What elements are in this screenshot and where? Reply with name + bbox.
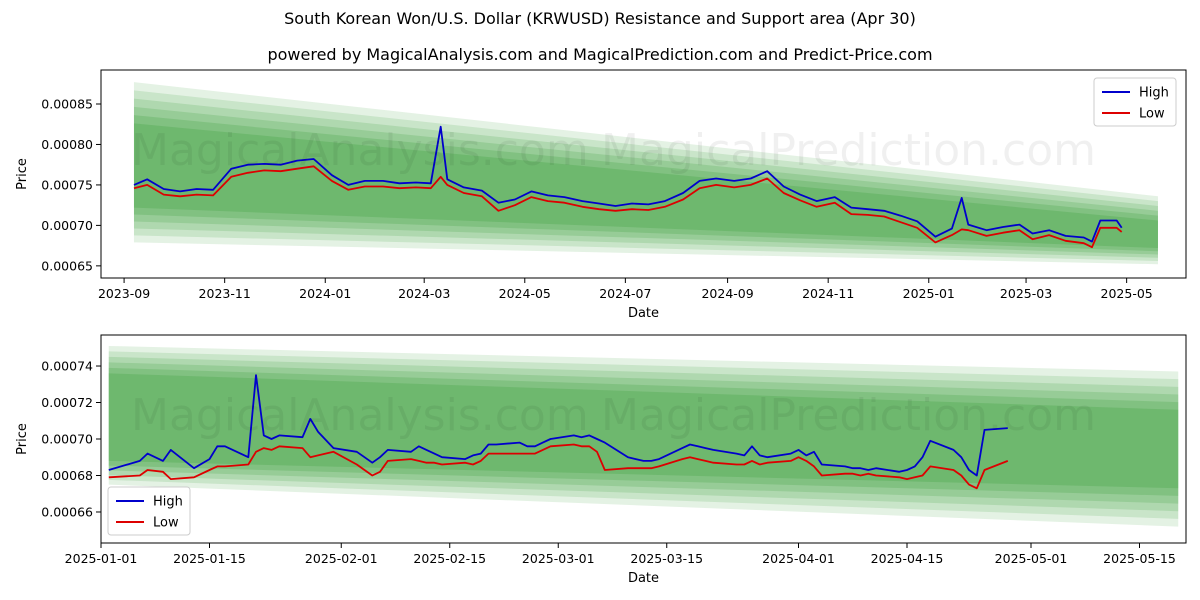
x-tick-label: 2024-05 (499, 286, 551, 301)
x-tick-label: 2025-02-01 (305, 551, 378, 566)
support-resistance-band (133, 82, 1158, 265)
x-tick-label: 2024-07 (599, 286, 651, 301)
x-tick-label: 2025-05-15 (1103, 551, 1176, 566)
y-tick-label: 0.00065 (41, 258, 93, 273)
chart-subtitle: powered by MagicalAnalysis.com and Magic… (267, 45, 933, 64)
x-tick-label: 2025-01-01 (65, 551, 138, 566)
x-tick-label: 2023-11 (199, 286, 251, 301)
series-line-high (108, 374, 1008, 477)
x-tick-label: 2025-05 (1101, 286, 1153, 301)
watermark-text: MagicalPrediction.com (601, 390, 1096, 441)
y-tick-label: 0.00074 (41, 359, 93, 374)
y-tick-label: 0.00080 (41, 137, 93, 152)
y-axis-label: Price (15, 423, 30, 455)
legend: High Low (107, 486, 191, 536)
legend-label-low: Low (1139, 107, 1165, 122)
x-axis-label: Date (628, 306, 659, 321)
support-resistance-band (133, 115, 1158, 252)
series-line-low (133, 165, 1123, 249)
plot-area (133, 82, 1158, 265)
x-tick-label: 2025-03-01 (522, 551, 595, 566)
chart-2: MagicalAnalysis.com MagicalPrediction.com… (15, 334, 1187, 586)
x-tick-label: 2024-11 (802, 286, 854, 301)
support-resistance-band (108, 356, 1179, 512)
support-resistance-band (108, 345, 1179, 527)
chart-title: South Korean Won/U.S. Dollar (KRWUSD) Re… (284, 9, 916, 28)
y-tick-label: 0.00070 (41, 432, 93, 447)
x-tick-label: 2025-02-15 (413, 551, 486, 566)
watermark-text: MagicalAnalysis.com (131, 125, 589, 176)
watermark-text: MagicalPrediction.com (601, 125, 1096, 176)
series-line-low (108, 443, 1009, 490)
support-resistance-band (133, 98, 1158, 258)
support-resistance-band (133, 90, 1158, 262)
legend: High Low (1093, 77, 1177, 127)
watermark-text: MagicalAnalysis.com (131, 390, 589, 441)
legend-label-high: High (153, 495, 183, 510)
y-tick-label: 0.00075 (41, 177, 93, 192)
chart-1: MagicalAnalysis.com MagicalPrediction.com… (15, 69, 1187, 321)
support-resistance-band (133, 106, 1158, 255)
x-tick-label: 2025-01-15 (173, 551, 246, 566)
x-tick-label: 2025-04-15 (871, 551, 944, 566)
y-tick-label: 0.00085 (41, 96, 93, 111)
y-tick-label: 0.00072 (41, 395, 93, 410)
series-line-high (133, 125, 1123, 243)
x-tick-label: 2024-03 (398, 286, 450, 301)
y-tick-label: 0.00066 (41, 504, 93, 519)
x-tick-label: 2023-09 (98, 286, 150, 301)
legend-label-low: Low (153, 516, 179, 531)
legend-label-high: High (1139, 86, 1169, 101)
x-tick-label: 2024-09 (701, 286, 753, 301)
y-tick-label: 0.00070 (41, 218, 93, 233)
axes-frame (100, 69, 1187, 279)
y-tick-label: 0.00068 (41, 468, 93, 483)
plot-area (108, 345, 1179, 527)
support-resistance-band (108, 351, 1179, 519)
x-axis-label: Date (628, 571, 659, 586)
x-tick-label: 2025-05-01 (995, 551, 1068, 566)
x-tick-label: 2025-03-15 (630, 551, 703, 566)
y-axis-label: Price (15, 158, 30, 190)
x-tick-label: 2025-04-01 (762, 551, 835, 566)
support-resistance-band (108, 367, 1179, 496)
x-tick-label: 2025-01 (903, 286, 955, 301)
x-tick-label: 2024-01 (299, 286, 351, 301)
x-tick-label: 2025-03 (1000, 286, 1052, 301)
